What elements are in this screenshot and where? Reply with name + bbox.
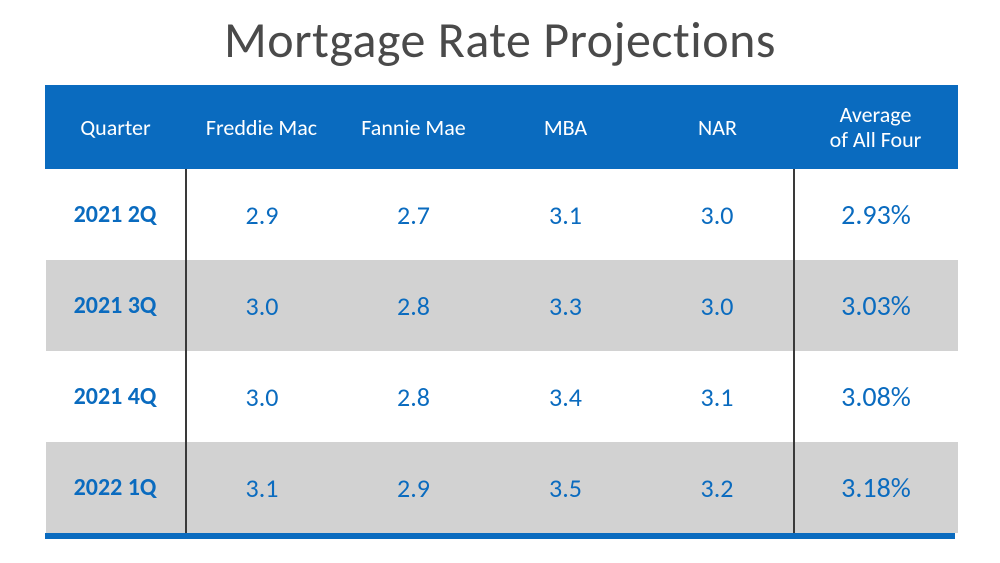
cell-mba: 3.3 — [490, 260, 642, 351]
cell-fannie: 2.8 — [338, 260, 490, 351]
cell-average: 3.03% — [794, 260, 958, 351]
cell-nar: 3.0 — [642, 169, 794, 260]
page-title: Mortgage Rate Projections — [45, 10, 955, 71]
table-bottom-accent — [45, 533, 955, 539]
cell-freddie: 3.0 — [186, 351, 338, 442]
table-row: 2021 2Q 2.9 2.7 3.1 3.0 2.93% — [46, 169, 958, 260]
col-freddie-mac: Freddie Mac — [186, 85, 338, 169]
cell-freddie: 2.9 — [186, 169, 338, 260]
table-row: 2021 4Q 3.0 2.8 3.4 3.1 3.08% — [46, 351, 958, 442]
cell-fannie: 2.9 — [338, 442, 490, 533]
cell-average: 3.08% — [794, 351, 958, 442]
col-average-line2: of All Four — [794, 127, 957, 152]
cell-nar: 3.1 — [642, 351, 794, 442]
cell-nar: 3.2 — [642, 442, 794, 533]
cell-quarter: 2022 1Q — [46, 442, 186, 533]
col-quarter: Quarter — [46, 85, 186, 169]
cell-freddie: 3.1 — [186, 442, 338, 533]
cell-average: 2.93% — [794, 169, 958, 260]
table-row: 2021 3Q 3.0 2.8 3.3 3.0 3.03% — [46, 260, 958, 351]
col-average-line1: Average — [794, 102, 957, 127]
col-mba: MBA — [490, 85, 642, 169]
projections-table: Quarter Freddie Mac Fannie Mae MBA NAR A… — [45, 85, 958, 533]
cell-mba: 3.1 — [490, 169, 642, 260]
slide: Mortgage Rate Projections Quarter Freddi… — [0, 0, 1000, 563]
cell-fannie: 2.7 — [338, 169, 490, 260]
cell-fannie: 2.8 — [338, 351, 490, 442]
cell-nar: 3.0 — [642, 260, 794, 351]
cell-quarter: 2021 3Q — [46, 260, 186, 351]
cell-freddie: 3.0 — [186, 260, 338, 351]
col-average: Average of All Four — [794, 85, 958, 169]
col-fannie-mae: Fannie Mae — [338, 85, 490, 169]
cell-quarter: 2021 2Q — [46, 169, 186, 260]
table-header-row: Quarter Freddie Mac Fannie Mae MBA NAR A… — [46, 85, 958, 169]
cell-average: 3.18% — [794, 442, 958, 533]
col-nar: NAR — [642, 85, 794, 169]
cell-quarter: 2021 4Q — [46, 351, 186, 442]
table-row: 2022 1Q 3.1 2.9 3.5 3.2 3.18% — [46, 442, 958, 533]
cell-mba: 3.5 — [490, 442, 642, 533]
cell-mba: 3.4 — [490, 351, 642, 442]
